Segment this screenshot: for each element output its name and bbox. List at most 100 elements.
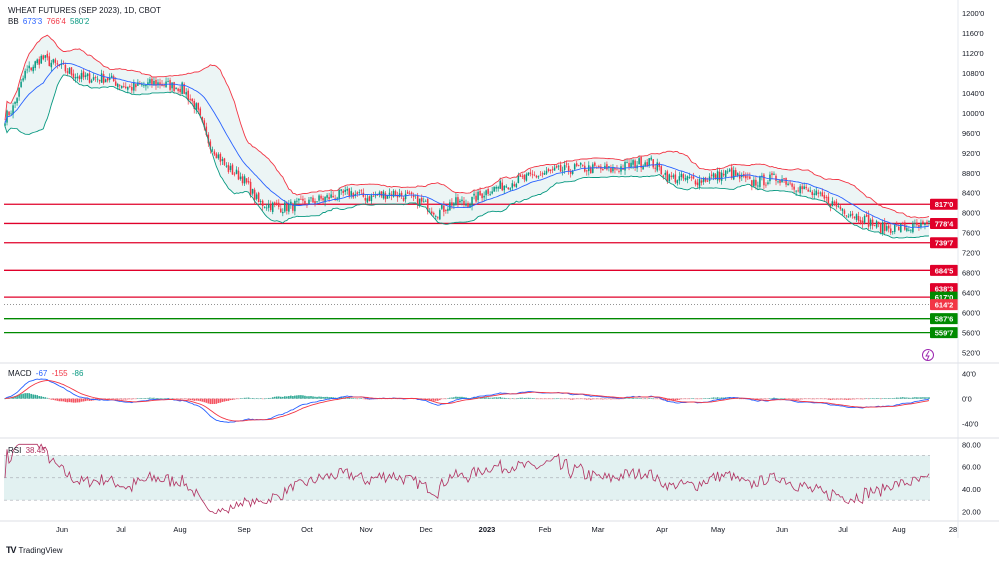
candle-body[interactable] — [181, 82, 183, 94]
candle-body[interactable] — [726, 171, 729, 173]
candle-body[interactable] — [545, 170, 548, 174]
candle-body[interactable] — [441, 204, 443, 209]
macd-histogram-bar[interactable] — [286, 396, 288, 399]
candle-body[interactable] — [155, 79, 157, 86]
candle-body[interactable] — [473, 193, 475, 196]
candle-body[interactable] — [443, 205, 445, 212]
macd-histogram-bar[interactable] — [221, 398, 224, 402]
macd-histogram-bar[interactable] — [143, 398, 145, 399]
candle-body[interactable] — [211, 149, 214, 151]
macd-histogram-bar[interactable] — [225, 398, 228, 402]
candle-body[interactable] — [509, 188, 512, 190]
macd-histogram-bar[interactable] — [322, 396, 324, 399]
macd-histogram-bar[interactable] — [712, 397, 715, 399]
macd-histogram-bar[interactable] — [650, 398, 652, 399]
macd-histogram-bar[interactable] — [618, 398, 620, 400]
macd-histogram-bar[interactable] — [161, 398, 163, 399]
candle-body[interactable] — [280, 208, 282, 213]
macd-histogram-bar[interactable] — [153, 397, 155, 399]
candle-body[interactable] — [453, 203, 455, 206]
macd-histogram-bar[interactable] — [267, 397, 270, 399]
macd-histogram-bar[interactable] — [42, 396, 45, 399]
candle-body[interactable] — [68, 68, 71, 74]
macd-histogram-bar[interactable] — [924, 397, 926, 399]
candle-body[interactable] — [692, 176, 695, 179]
macd-histogram-bar[interactable] — [279, 396, 282, 399]
macd-histogram-bar[interactable] — [763, 398, 765, 400]
candle-body[interactable] — [857, 215, 860, 221]
candle-body[interactable] — [76, 76, 79, 79]
candle-body[interactable] — [213, 151, 216, 155]
candle-body[interactable] — [887, 225, 890, 229]
macd-label[interactable]: MACD — [8, 369, 32, 378]
candle-body[interactable] — [757, 185, 759, 187]
macd-histogram-bar[interactable] — [837, 398, 840, 400]
candle-body[interactable] — [233, 173, 236, 175]
candle-body[interactable] — [223, 158, 226, 165]
macd-histogram-bar[interactable] — [871, 398, 874, 399]
candle-body[interactable] — [674, 174, 677, 183]
candle-body[interactable] — [922, 221, 924, 224]
candle-body[interactable] — [356, 192, 359, 194]
macd-histogram-bar[interactable] — [811, 398, 814, 400]
candle-body[interactable] — [324, 196, 326, 203]
candle-body[interactable] — [177, 88, 179, 91]
candle-body[interactable] — [290, 201, 292, 206]
macd-histogram-bar[interactable] — [628, 398, 630, 399]
candle-body[interactable] — [590, 167, 592, 174]
macd-histogram-bar[interactable] — [149, 397, 151, 399]
candle-body[interactable] — [74, 77, 77, 79]
macd-histogram-bar[interactable] — [189, 398, 192, 401]
candle-body[interactable] — [672, 175, 675, 178]
macd-histogram-bar[interactable] — [14, 396, 16, 399]
macd-histogram-bar[interactable] — [400, 398, 403, 400]
macd-histogram-bar[interactable] — [257, 398, 260, 400]
macd-histogram-bar[interactable] — [52, 398, 55, 400]
macd-histogram-bar[interactable] — [636, 398, 638, 399]
candle-body[interactable] — [376, 194, 379, 196]
macd-histogram-bar[interactable] — [632, 397, 634, 399]
candle-body[interactable] — [318, 195, 320, 201]
candle-body[interactable] — [195, 103, 198, 111]
macd-histogram-bar[interactable] — [720, 397, 723, 399]
candle-body[interactable] — [189, 98, 191, 100]
candle-body[interactable] — [851, 213, 854, 216]
macd-histogram-bar[interactable] — [895, 397, 898, 399]
macd-histogram-bar[interactable] — [722, 397, 725, 399]
macd-histogram-bar[interactable] — [710, 397, 713, 399]
candle-body[interactable] — [575, 163, 578, 166]
candle-body[interactable] — [561, 170, 564, 172]
macd-histogram-bar[interactable] — [122, 398, 125, 400]
candle-body[interactable] — [654, 167, 656, 169]
macd-histogram-bar[interactable] — [18, 394, 20, 399]
candle-body[interactable] — [38, 59, 40, 65]
candle-body[interactable] — [678, 176, 681, 181]
macd-histogram-bar[interactable] — [273, 396, 276, 399]
symbol-title[interactable]: WHEAT FUTURES (SEP 2023), 1D, CBOT — [8, 6, 161, 15]
candle-body[interactable] — [660, 166, 663, 175]
candle-body[interactable] — [110, 75, 113, 79]
candle-body[interactable] — [70, 67, 73, 75]
candle-body[interactable] — [541, 173, 544, 175]
candle-body[interactable] — [507, 187, 510, 190]
candle-body[interactable] — [863, 216, 866, 223]
candle-body[interactable] — [418, 198, 421, 207]
macd-histogram-bar[interactable] — [74, 398, 77, 403]
candle-body[interactable] — [577, 165, 580, 166]
candle-body[interactable] — [801, 186, 803, 190]
candle-body[interactable] — [815, 190, 818, 196]
macd-histogram-bar[interactable] — [54, 398, 57, 401]
macd-histogram-bar[interactable] — [131, 398, 133, 400]
macd-histogram-bar[interactable] — [485, 397, 487, 399]
candle-body[interactable] — [62, 63, 65, 65]
candle-body[interactable] — [451, 202, 453, 206]
candle-body[interactable] — [459, 200, 461, 203]
macd-histogram-bar[interactable] — [312, 396, 314, 399]
candle-body[interactable] — [336, 197, 338, 199]
macd-histogram-bar[interactable] — [205, 398, 208, 403]
macd-histogram-bar[interactable] — [718, 397, 721, 399]
macd-histogram-bar[interactable] — [453, 397, 455, 399]
candle-body[interactable] — [821, 192, 824, 197]
macd-histogram-bar[interactable] — [624, 398, 626, 399]
candle-body[interactable] — [831, 201, 834, 207]
